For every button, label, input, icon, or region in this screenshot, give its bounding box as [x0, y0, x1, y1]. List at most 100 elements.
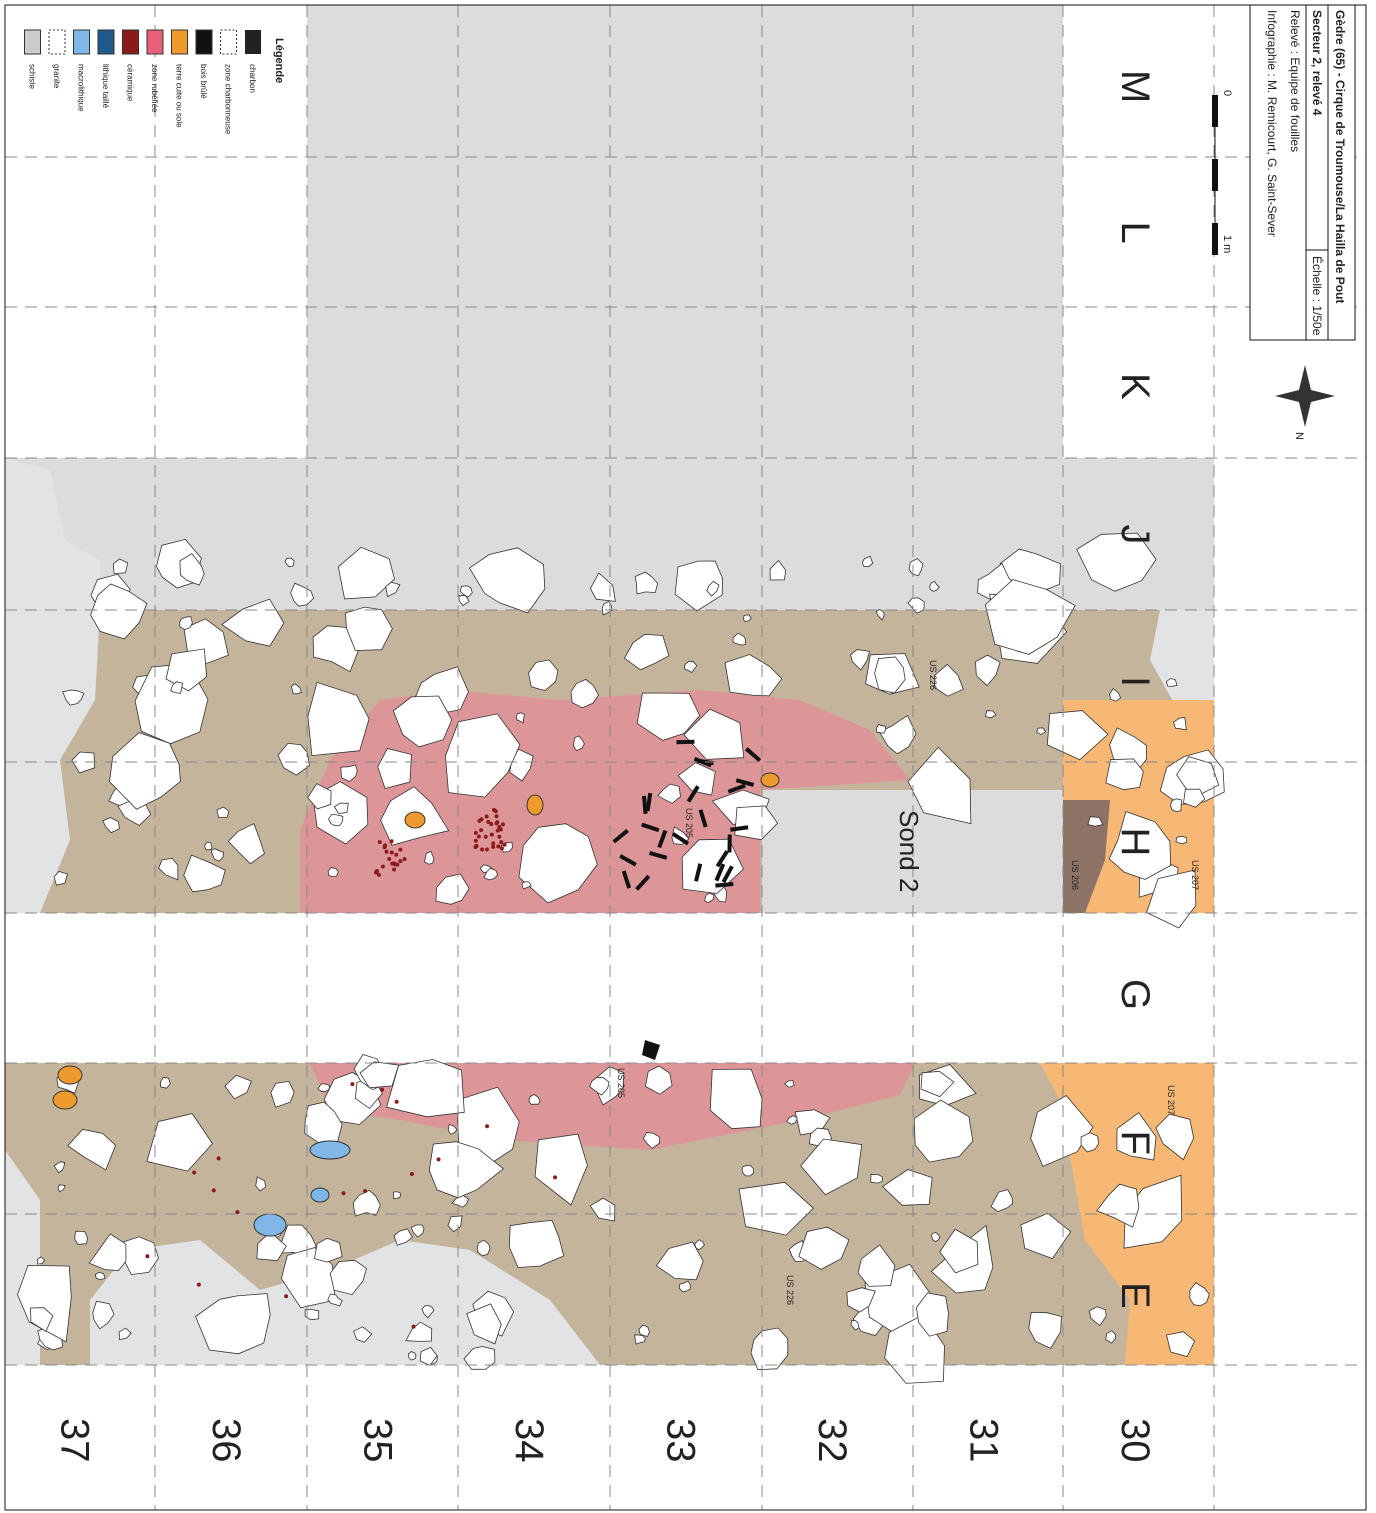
rock [419, 1346, 438, 1366]
ceramique [196, 1282, 201, 1287]
rock [67, 1128, 117, 1171]
ceramique [484, 814, 489, 819]
rock [683, 708, 745, 760]
rock [270, 1080, 295, 1108]
rock [929, 580, 940, 592]
rock [742, 614, 752, 623]
rock [874, 656, 906, 694]
column-number: 33 [659, 1418, 703, 1463]
rock [1146, 869, 1197, 929]
rock [407, 1351, 417, 1361]
terre-cuite [52, 1090, 78, 1110]
rock [451, 1194, 469, 1208]
rock [458, 594, 470, 607]
legend-swatch [48, 29, 66, 55]
rock [392, 695, 453, 748]
rock [683, 660, 698, 674]
rock [37, 1256, 46, 1265]
ceramique [216, 1156, 221, 1161]
rock [337, 546, 395, 600]
rock [984, 579, 1076, 655]
sector: Secteur 2, relevé 4 [1310, 10, 1324, 116]
ceramique [496, 844, 501, 849]
unexcavated-zone [307, 5, 1063, 458]
ceramique [389, 850, 394, 855]
legend-label: terre cuite ou sole [175, 64, 184, 128]
rock [783, 1079, 795, 1088]
finds [52, 739, 780, 1329]
ceramique [491, 841, 496, 846]
rock [528, 1094, 541, 1105]
legend-swatch [73, 29, 90, 55]
rock [392, 1191, 402, 1200]
ceramique [483, 834, 488, 839]
ceramique [473, 830, 478, 835]
column-number: 31 [962, 1418, 1006, 1463]
ceramique [350, 1082, 355, 1087]
rock [483, 867, 499, 881]
rock [881, 1169, 933, 1206]
rock [678, 1280, 691, 1293]
ceramique [409, 1171, 414, 1176]
rock [750, 1327, 789, 1371]
soil-us206 [1063, 800, 1110, 913]
rock [589, 1076, 610, 1096]
rock [990, 1189, 1013, 1213]
terre-cuite [526, 794, 544, 816]
rock [1105, 758, 1144, 791]
scale-seg [1212, 223, 1218, 255]
rock [636, 692, 701, 741]
row-letter: E [1113, 1282, 1157, 1309]
ceramique [489, 822, 494, 827]
ceramique [480, 847, 485, 852]
rock [410, 1224, 425, 1238]
column-number: 32 [810, 1418, 854, 1463]
rock [1088, 1306, 1107, 1327]
rock [623, 633, 670, 671]
bois-brule [645, 792, 653, 812]
rock [786, 1115, 798, 1125]
rock [90, 583, 148, 640]
rock [508, 1219, 565, 1268]
rock [1080, 1132, 1099, 1153]
rock [476, 1239, 491, 1257]
ceramique [499, 846, 504, 851]
bois-brule [621, 870, 632, 889]
bois-brule [693, 756, 712, 768]
bedrock [1150, 610, 1214, 705]
rock [1166, 1331, 1196, 1357]
legend-swatch [122, 29, 139, 55]
bois-brule [657, 829, 668, 849]
rock [1028, 1311, 1062, 1349]
ceramique [494, 814, 499, 819]
ceramique [211, 1188, 216, 1193]
ceramique [497, 834, 502, 839]
bois-brule [721, 865, 734, 884]
legend-label: zone rubéfiée [150, 64, 159, 113]
legend-swatch [245, 30, 261, 54]
row-letter: H [1113, 828, 1157, 857]
legend-swatch [97, 29, 115, 55]
rocks [17, 532, 1225, 1384]
bois-brule [715, 850, 729, 868]
ceramique [380, 864, 385, 869]
rock [634, 571, 659, 595]
rock [975, 654, 1001, 687]
rock [1183, 788, 1206, 808]
rock [210, 848, 225, 862]
rock [515, 712, 526, 724]
rock [463, 1346, 496, 1370]
rock [447, 1215, 463, 1233]
rock [385, 581, 401, 598]
legend-label: lithique taillé [101, 64, 110, 109]
rock [528, 659, 559, 692]
ceramique [497, 824, 502, 829]
rock [183, 854, 226, 893]
rock [317, 1083, 331, 1093]
ceramique [479, 828, 484, 833]
rock [421, 1305, 435, 1319]
ceramique [477, 818, 482, 823]
rock [709, 1068, 763, 1130]
rock [353, 1326, 373, 1343]
rock [879, 715, 917, 755]
